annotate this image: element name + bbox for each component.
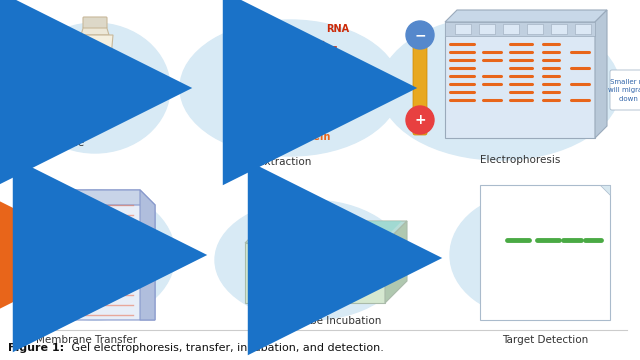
Polygon shape	[385, 221, 407, 303]
Text: Membrane Transfer: Membrane Transfer	[36, 335, 138, 345]
Ellipse shape	[380, 16, 620, 160]
FancyBboxPatch shape	[575, 24, 591, 34]
Text: RNA: RNA	[326, 24, 349, 34]
Polygon shape	[245, 243, 385, 303]
FancyBboxPatch shape	[445, 22, 595, 36]
Ellipse shape	[450, 193, 610, 317]
Polygon shape	[445, 22, 595, 138]
Polygon shape	[81, 25, 109, 35]
FancyBboxPatch shape	[503, 24, 519, 34]
Polygon shape	[480, 185, 610, 320]
Polygon shape	[595, 10, 607, 138]
Text: Labeled Probe Incubation: Labeled Probe Incubation	[249, 316, 381, 326]
Text: Sample: Sample	[45, 138, 84, 148]
Polygon shape	[600, 185, 610, 195]
Text: Extraction: Extraction	[259, 157, 312, 167]
FancyBboxPatch shape	[551, 24, 567, 34]
FancyBboxPatch shape	[83, 17, 107, 28]
Text: Electrophoresis: Electrophoresis	[480, 155, 560, 165]
Ellipse shape	[15, 190, 175, 320]
Text: −: −	[414, 28, 426, 42]
Text: Smaller molecules
will migrate farther
down the gel: Smaller molecules will migrate farther d…	[608, 78, 640, 102]
Polygon shape	[445, 10, 607, 22]
Polygon shape	[83, 85, 107, 123]
Ellipse shape	[20, 23, 170, 153]
Text: Protein: Protein	[290, 132, 330, 142]
Circle shape	[406, 106, 434, 134]
Ellipse shape	[215, 200, 405, 320]
Text: DNA: DNA	[240, 32, 264, 42]
Polygon shape	[77, 35, 113, 125]
Polygon shape	[35, 190, 155, 320]
Ellipse shape	[180, 20, 400, 156]
Ellipse shape	[86, 119, 104, 127]
FancyBboxPatch shape	[527, 24, 543, 34]
Polygon shape	[250, 221, 402, 243]
FancyBboxPatch shape	[479, 24, 495, 34]
FancyBboxPatch shape	[610, 70, 640, 110]
Text: Gel electrophoresis, transfer, incubation, and detection.: Gel electrophoresis, transfer, incubatio…	[68, 343, 384, 353]
Circle shape	[406, 21, 434, 49]
Polygon shape	[245, 221, 407, 243]
Text: Target Detection: Target Detection	[502, 335, 588, 345]
Text: +: +	[414, 113, 426, 127]
FancyBboxPatch shape	[455, 24, 471, 34]
FancyBboxPatch shape	[413, 36, 427, 135]
Polygon shape	[35, 190, 155, 205]
Text: Figure 1:: Figure 1:	[8, 343, 64, 353]
Polygon shape	[140, 190, 155, 320]
